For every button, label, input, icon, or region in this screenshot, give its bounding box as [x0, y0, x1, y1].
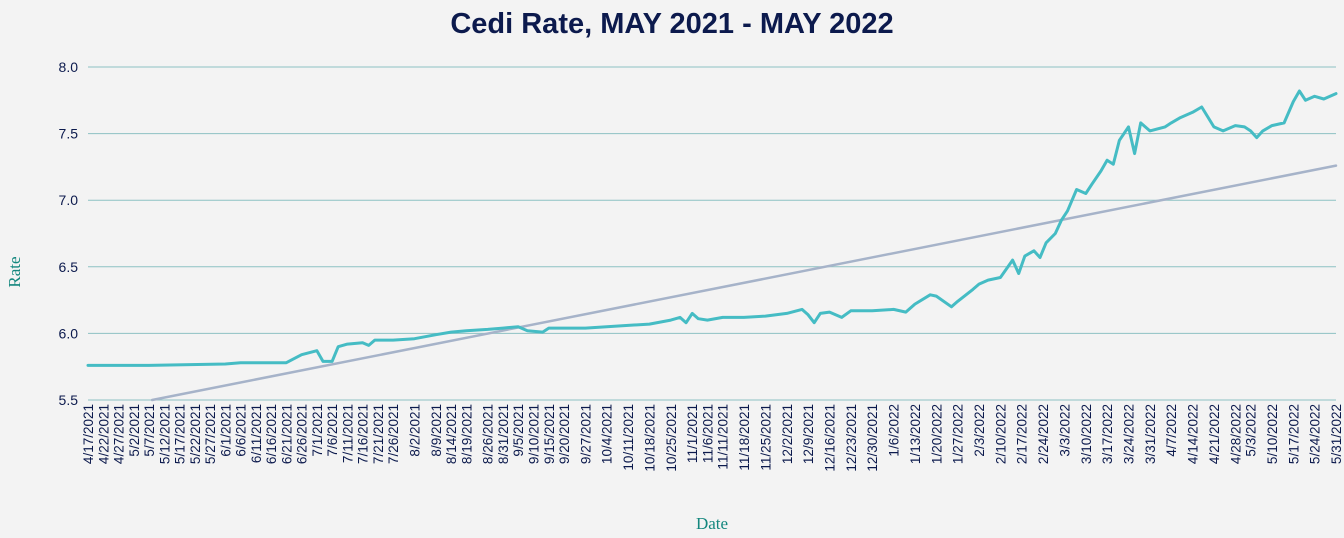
y-axis-ticks: 5.5 6.0 6.5 7.0 7.5 8.0: [59, 59, 79, 408]
x-tick-label: 7/11/2021: [340, 404, 355, 463]
x-tick-label: 11/1/2021: [685, 404, 700, 463]
x-tick-label: 12/2/2021: [780, 404, 795, 464]
x-tick-label: 4/14/2022: [1186, 404, 1201, 464]
x-tick-label: 9/15/2021: [542, 404, 557, 464]
y-tick-label: 6.0: [59, 325, 79, 341]
x-tick-label: 11/6/2021: [700, 404, 715, 463]
series-line-rate: [86, 89, 1338, 367]
x-tick-label: 5/17/2021: [173, 404, 188, 464]
x-tick-label: 7/16/2021: [356, 404, 371, 464]
x-tick-label: 8/14/2021: [444, 404, 459, 464]
y-tick-label: 6.5: [59, 259, 79, 275]
x-tick-label: 4/22/2021: [96, 404, 111, 464]
grid-lines: [88, 66, 1336, 401]
x-tick-label: 5/10/2022: [1265, 404, 1280, 464]
x-tick-label: 12/16/2021: [822, 404, 837, 472]
x-tick-label: 4/7/2022: [1164, 404, 1179, 457]
x-tick-label: 11/25/2021: [758, 404, 773, 471]
x-tick-label: 6/16/2021: [264, 404, 279, 464]
x-tick-label: 1/6/2022: [887, 404, 902, 457]
x-tick-label: 12/30/2021: [865, 404, 880, 472]
x-tick-label: 5/27/2021: [203, 404, 218, 464]
x-tick-label: 3/17/2022: [1100, 404, 1115, 464]
x-tick-label: 8/31/2021: [496, 404, 511, 464]
x-tick-label: 10/4/2021: [600, 404, 615, 464]
x-tick-label: 9/10/2021: [526, 404, 541, 464]
y-tick-label: 7.0: [59, 192, 79, 208]
chart-title: Cedi Rate, MAY 2021 - MAY 2022: [450, 8, 893, 40]
x-tick-label: 5/17/2022: [1286, 404, 1301, 464]
x-tick-label: 3/24/2022: [1122, 404, 1137, 464]
x-tick-label: 6/6/2021: [234, 404, 249, 457]
x-tick-label: 5/2/2021: [127, 404, 142, 457]
x-tick-label: 12/23/2021: [844, 404, 859, 472]
x-tick-label: 5/22/2021: [188, 404, 203, 464]
x-tick-label: 1/20/2022: [929, 404, 944, 464]
x-tick-label: 7/21/2021: [371, 404, 386, 464]
x-tick-label: 10/25/2021: [664, 404, 679, 472]
x-tick-label: 9/20/2021: [557, 404, 572, 464]
x-tick-label: 9/27/2021: [578, 404, 593, 464]
x-axis-ticks: 4/17/2021 4/22/2021 4/27/2021 5/2/2021 5/7/2…: [81, 404, 1344, 472]
x-axis-label: Date: [696, 514, 728, 533]
x-tick-label: 8/19/2021: [459, 404, 474, 464]
x-tick-label: 4/28/2022: [1228, 404, 1243, 464]
x-tick-label: 5/31/2022: [1329, 404, 1344, 464]
x-tick-label: 7/1/2021: [310, 404, 325, 457]
x-tick-label: 3/10/2022: [1079, 404, 1094, 464]
x-tick-label: 1/27/2022: [951, 404, 966, 464]
x-tick-label: 9/5/2021: [511, 404, 526, 457]
x-tick-label: 4/21/2022: [1207, 404, 1222, 464]
x-tick-label: 7/26/2021: [386, 404, 401, 464]
x-tick-label: 12/9/2021: [801, 404, 816, 464]
x-tick-label: 4/17/2021: [81, 404, 96, 464]
series-line-trend: [150, 164, 1338, 402]
x-tick-label: 2/3/2022: [972, 404, 987, 457]
x-tick-label: 8/26/2021: [481, 404, 496, 464]
x-tick-label: 5/7/2021: [142, 404, 157, 457]
x-tick-label: 6/11/2021: [249, 404, 264, 463]
y-tick-label: 8.0: [59, 59, 79, 75]
x-tick-label: 6/1/2021: [218, 404, 233, 457]
x-tick-label: 11/18/2021: [737, 404, 752, 471]
y-tick-label: 5.5: [59, 392, 79, 408]
x-tick-label: 5/24/2022: [1308, 404, 1323, 464]
x-tick-label: 6/21/2021: [279, 404, 294, 464]
x-tick-label: 2/24/2022: [1036, 404, 1051, 464]
y-tick-label: 7.5: [59, 126, 79, 142]
x-tick-label: 6/26/2021: [295, 404, 310, 464]
y-axis-label: Rate: [5, 256, 24, 287]
series-group: [86, 89, 1338, 402]
x-tick-label: 4/27/2021: [112, 404, 127, 464]
x-tick-label: 1/13/2022: [908, 404, 923, 464]
x-tick-label: 2/10/2022: [993, 404, 1008, 464]
x-tick-label: 3/3/2022: [1057, 404, 1072, 457]
x-tick-label: 5/3/2022: [1244, 404, 1259, 457]
x-tick-label: 5/12/2021: [157, 404, 172, 464]
x-tick-label: 8/2/2021: [407, 404, 422, 457]
x-tick-label: 3/31/2022: [1143, 404, 1158, 464]
x-tick-label: 8/9/2021: [429, 404, 444, 457]
x-tick-label: 10/11/2021: [621, 404, 636, 471]
x-tick-label: 10/18/2021: [642, 404, 657, 472]
x-tick-label: 7/6/2021: [325, 404, 340, 457]
x-tick-label: 11/11/2021: [716, 404, 731, 470]
x-tick-label: 2/17/2022: [1015, 404, 1030, 464]
